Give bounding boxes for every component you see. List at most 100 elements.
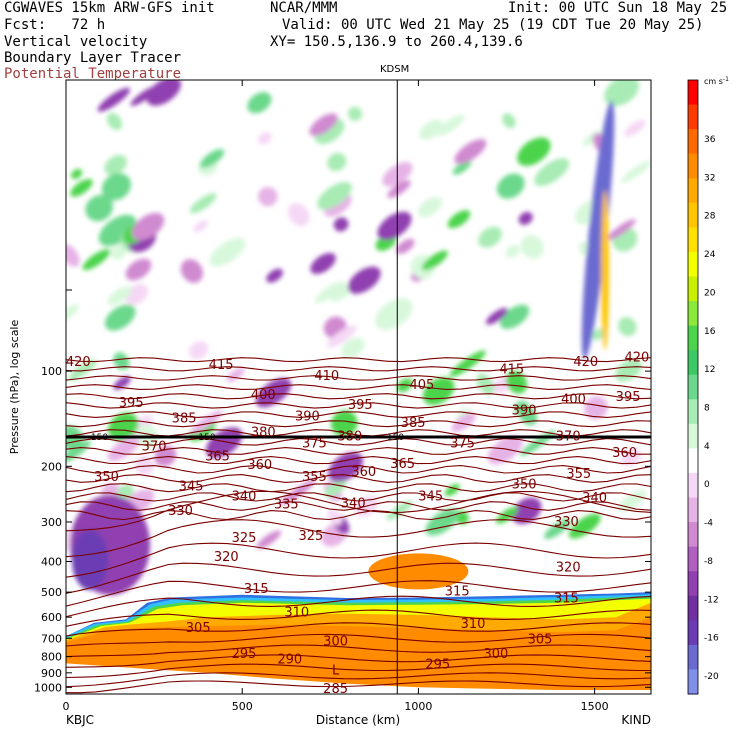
init-time: Init: 00 UTC Sun 18 May 25	[508, 0, 728, 16]
vertical-velocity-cell	[419, 119, 443, 140]
theta-contour	[66, 474, 651, 483]
theta-label: 405	[409, 378, 434, 393]
vertical-velocity-cell	[591, 328, 605, 341]
vertical-velocity-cell	[517, 137, 551, 166]
theta-label-text: 285	[323, 682, 348, 697]
theta-contour	[66, 501, 651, 511]
vertical-velocity-cell	[449, 350, 486, 377]
theta-label-text: 300	[323, 635, 348, 650]
station-label-top: KDSM	[380, 64, 410, 75]
theta-label: 320	[556, 561, 581, 576]
theta-label: 370	[142, 440, 167, 455]
colorbar-swatch	[688, 251, 698, 278]
theta-label-text: 315	[554, 592, 579, 607]
theta-label-text: 400	[561, 392, 586, 407]
theta-label: 375	[450, 436, 475, 451]
theta-contour	[66, 644, 651, 658]
vertical-velocity-cell	[520, 235, 544, 259]
theta-label: 410	[314, 369, 339, 384]
theta-label: 415	[209, 358, 234, 373]
vertical-velocity-cell	[451, 412, 476, 432]
theta-label: 315	[244, 582, 269, 597]
theta-label: 350	[512, 478, 537, 493]
colorbar-swatch	[688, 522, 698, 548]
vertical-velocity-cell	[387, 180, 411, 198]
colorbar-swatch	[688, 620, 698, 646]
theta-label: 310	[284, 605, 309, 620]
theta-label: 330	[168, 504, 193, 519]
y-tick-label: 500	[41, 586, 62, 599]
vertical-velocity-cell	[199, 149, 225, 168]
theta-label-text: 340	[232, 489, 257, 504]
theta-label: 355	[566, 467, 591, 482]
org-label: NCAR/MMM	[270, 0, 338, 16]
theta-label: 315	[445, 585, 470, 600]
vertical-velocity-cell	[496, 173, 525, 199]
theta-contour	[66, 672, 651, 688]
vertical-velocity-cell	[288, 202, 310, 227]
theta-contour	[66, 609, 651, 627]
colorbar-swatch	[688, 546, 698, 572]
vertical-velocity-cell	[327, 152, 347, 172]
valid-time: Valid: 00 UTC Wed 21 May 25 (19 CDT Tue …	[282, 17, 704, 33]
theta-contour	[66, 447, 651, 455]
colorbar-swatch	[688, 423, 698, 449]
colorbar-swatch	[688, 448, 698, 474]
vertical-velocity-cell	[101, 173, 131, 201]
plot-frame	[65, 79, 652, 695]
colorbar-swatch	[688, 472, 698, 499]
theta-label: 285	[323, 682, 348, 697]
theta-contour	[66, 510, 651, 521]
vertical-velocity-cell	[386, 500, 413, 521]
theta-label-text: 300	[483, 647, 508, 662]
theta-label: 415	[499, 362, 524, 377]
colorbar-swatch	[688, 153, 698, 179]
theta-label-text: 365	[390, 457, 415, 472]
theta-label-text: 340	[582, 491, 607, 506]
theta-label-text: 320	[556, 561, 581, 576]
theta-label: 300	[483, 647, 508, 662]
theta-label: 385	[172, 411, 197, 426]
theta-label: 305	[528, 632, 553, 647]
terrain	[66, 663, 651, 694]
theta-label-text: 395	[348, 398, 373, 413]
colorbar-swatch	[688, 301, 698, 327]
colorbar-label: -12	[704, 595, 719, 605]
theta-label-text: 420	[624, 351, 649, 366]
theta-label-text: 305	[528, 632, 553, 647]
tracer-max	[368, 553, 469, 590]
vertical-velocity-cell	[395, 238, 415, 254]
theta-label: 420	[624, 351, 649, 366]
theta-contour	[66, 411, 651, 418]
theta-label-text: 340	[341, 496, 366, 511]
colorbar-swatch	[688, 399, 698, 425]
theta-label: 295	[232, 647, 257, 662]
theta-label: 400	[251, 388, 276, 403]
theta-label-text: 310	[461, 617, 486, 632]
colorbar-swatch	[688, 325, 698, 351]
vertical-velocity-cell	[70, 178, 93, 197]
theta-contour	[66, 483, 651, 493]
vertical-velocity-cell	[499, 304, 530, 329]
vertical-velocity-cell	[620, 160, 651, 183]
x-tick-label: 0	[63, 700, 70, 713]
vertical-velocity-cell	[347, 106, 363, 122]
colorbar-swatch	[688, 350, 698, 376]
theta-label-text: 330	[168, 504, 193, 519]
colorbar-swatch	[688, 129, 698, 155]
vertical-velocity-cell	[487, 435, 523, 465]
theta-label: 335	[274, 497, 299, 512]
theta-contour	[66, 375, 651, 381]
vertical-velocity-cell	[514, 400, 531, 417]
vertical-velocity-cell	[377, 211, 412, 241]
theta-contour	[66, 420, 651, 428]
xy-endpoints: XY= 150.5,136.9 to 260.4,139.6	[270, 34, 523, 50]
theta-label-text: 375	[450, 436, 475, 451]
y-tick-label: 900	[41, 667, 62, 680]
colorbar-swatch	[688, 571, 698, 597]
vertical-velocity-cell	[452, 160, 472, 175]
colorbar-label: 36	[704, 135, 716, 145]
colorbar-swatch	[688, 227, 698, 253]
vertical-velocity-cell	[333, 217, 349, 232]
theta-label: 315	[554, 592, 579, 607]
